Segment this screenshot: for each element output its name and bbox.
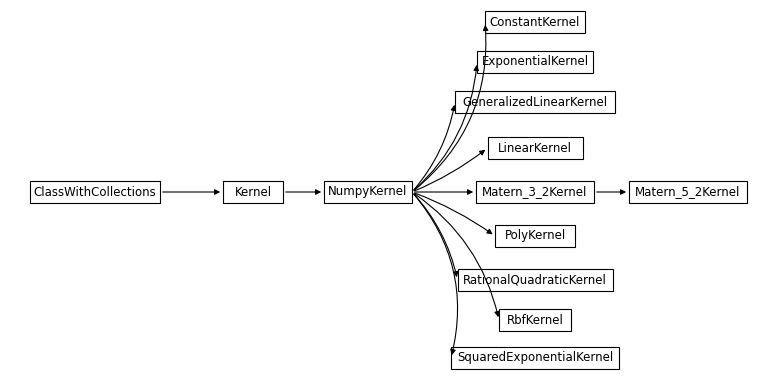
FancyBboxPatch shape — [458, 269, 613, 291]
Text: ConstantKernel: ConstantKernel — [490, 15, 580, 28]
Text: PolyKernel: PolyKernel — [505, 229, 565, 243]
Text: NumpyKernel: NumpyKernel — [328, 186, 408, 199]
FancyBboxPatch shape — [30, 181, 160, 203]
FancyBboxPatch shape — [499, 309, 571, 331]
FancyBboxPatch shape — [455, 91, 615, 113]
FancyBboxPatch shape — [629, 181, 747, 203]
FancyBboxPatch shape — [495, 225, 575, 247]
Text: GeneralizedLinearKernel: GeneralizedLinearKernel — [462, 95, 607, 109]
Text: RbfKernel: RbfKernel — [507, 313, 564, 326]
FancyBboxPatch shape — [477, 51, 593, 73]
FancyBboxPatch shape — [451, 347, 619, 369]
FancyBboxPatch shape — [324, 181, 412, 203]
Text: Matern_3_2Kernel: Matern_3_2Kernel — [482, 186, 588, 199]
Text: LinearKernel: LinearKernel — [498, 142, 572, 154]
Text: ClassWithCollections: ClassWithCollections — [34, 186, 157, 199]
FancyBboxPatch shape — [223, 181, 283, 203]
FancyBboxPatch shape — [476, 181, 594, 203]
Text: Kernel: Kernel — [234, 186, 272, 199]
Text: Matern_5_2Kernel: Matern_5_2Kernel — [635, 186, 740, 199]
Text: ExponentialKernel: ExponentialKernel — [482, 55, 588, 69]
FancyBboxPatch shape — [485, 11, 585, 33]
Text: RationalQuadraticKernel: RationalQuadraticKernel — [463, 273, 607, 286]
Text: SquaredExponentialKernel: SquaredExponentialKernel — [457, 352, 613, 365]
FancyBboxPatch shape — [488, 137, 582, 159]
